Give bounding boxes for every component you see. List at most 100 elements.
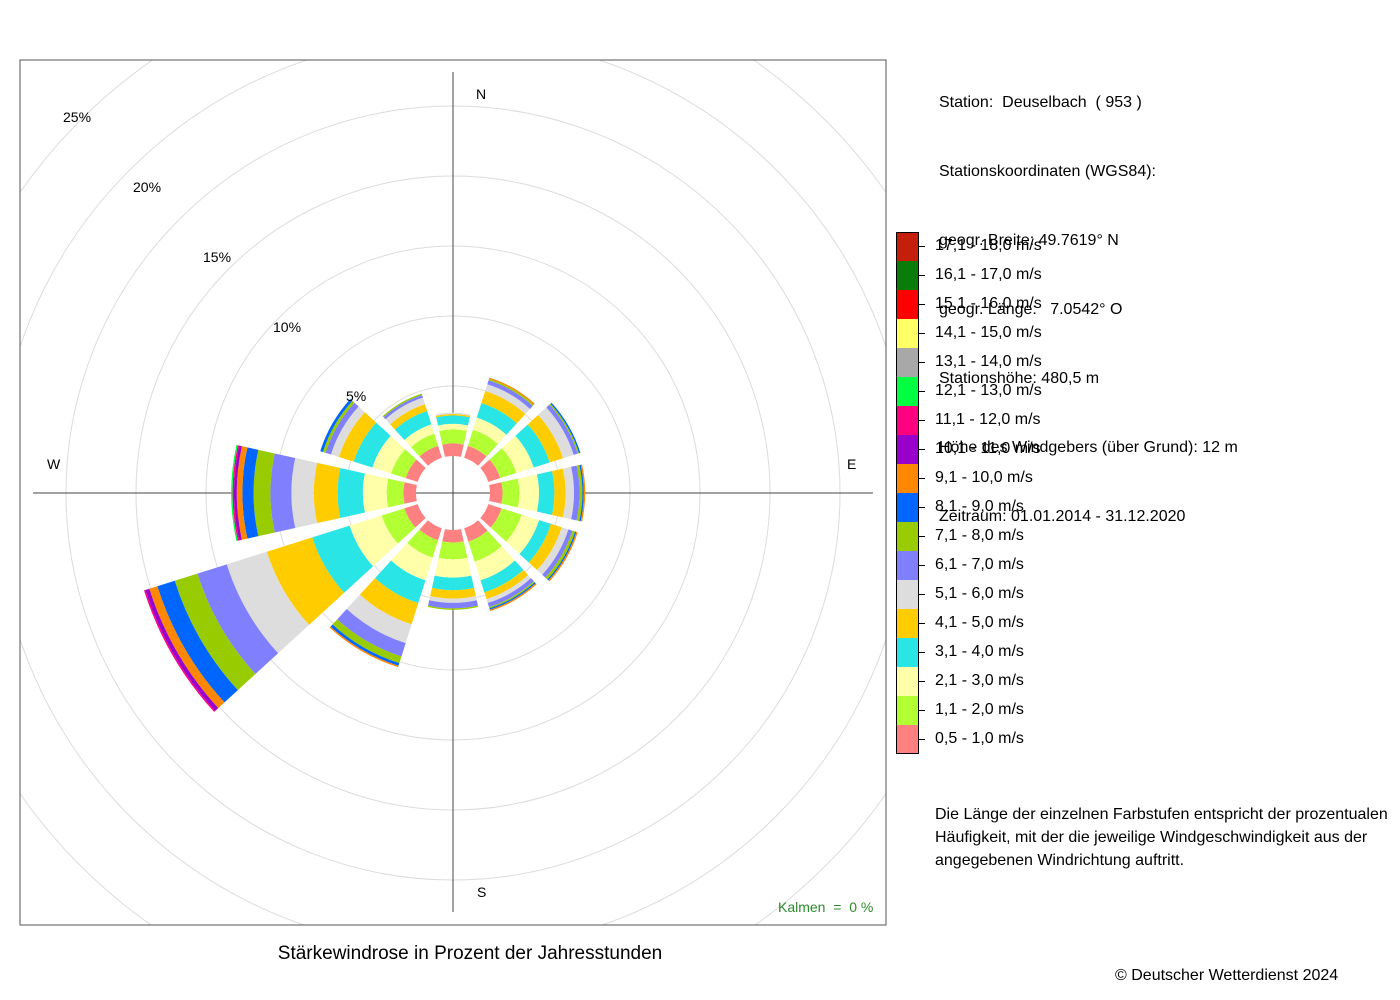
speed-band-1 <box>405 459 426 482</box>
speed-band-10 <box>489 583 537 612</box>
speed-band-4 <box>476 402 517 435</box>
speed-band-8 <box>427 605 479 610</box>
speed-band-2 <box>501 478 520 508</box>
speed-band-7 <box>546 404 578 455</box>
speed-band-10 <box>580 464 586 522</box>
legend-tick <box>919 391 925 392</box>
legend-swatch <box>896 232 919 261</box>
speed-band-9 <box>547 531 577 581</box>
ring-label-5: 5% <box>346 388 367 404</box>
anemometer-height: Höhe des Windgebers (über Grund): 12 m <box>939 439 1238 456</box>
legend-label: 3,1 - 4,0 m/s <box>935 643 1024 660</box>
speed-band-12 <box>232 445 240 541</box>
speed-band-7 <box>487 380 533 409</box>
speed-band-8 <box>174 573 256 691</box>
speed-band-6 <box>537 527 569 575</box>
legend-swatch <box>896 522 919 551</box>
speed-band-2 <box>438 541 468 560</box>
speed-band-1 <box>442 529 464 543</box>
speed-band-9 <box>242 447 259 539</box>
speed-band-13 <box>231 444 238 542</box>
direction-label-south: S <box>477 884 487 900</box>
direction-label-west: W <box>47 456 61 472</box>
speed-band-7 <box>337 609 406 657</box>
legend-label: 9,1 - 10,0 m/s <box>935 469 1033 486</box>
speed-band-4 <box>394 410 432 440</box>
wind-sectors <box>144 377 586 712</box>
ring-label-10: 10% <box>273 319 302 335</box>
legend-swatch <box>896 551 919 580</box>
speed-band-6 <box>291 458 318 528</box>
speed-band-3 <box>517 474 539 512</box>
speed-band-11 <box>233 445 242 541</box>
wind-sector-300 <box>320 398 426 482</box>
speed-band-3 <box>372 435 406 474</box>
legend-tick <box>919 246 925 247</box>
speed-band-2 <box>439 429 467 445</box>
station-coordinates-header: Stationskoordinaten (WGS84): <box>939 163 1156 180</box>
legend-swatch <box>896 696 919 725</box>
legend-swatch <box>896 464 919 493</box>
speed-band-7 <box>542 529 573 578</box>
speed-band-4 <box>353 422 391 468</box>
station-latitude: geogr. Breite: 49.7619° N <box>939 232 1119 249</box>
speed-band-5 <box>528 523 562 571</box>
speed-band-8 <box>576 464 583 522</box>
speed-band-7 <box>383 394 423 420</box>
legend-item: 9,1 - 10,0 m/s <box>896 464 1086 493</box>
wind-sector-60 <box>480 402 581 482</box>
speed-band-1 <box>464 520 488 542</box>
speed-band-10 <box>488 377 535 405</box>
speed-band-1 <box>442 443 464 457</box>
legend-tick <box>919 536 925 537</box>
legend-item: 13,1 - 14,0 m/s <box>896 348 1086 377</box>
legend-item: 8,1 - 9,0 m/s <box>896 493 1086 522</box>
legend-item: 4,1 - 5,0 m/s <box>896 609 1086 638</box>
speed-band-1 <box>464 445 487 466</box>
speed-band-6 <box>435 412 471 416</box>
speed-band-9 <box>579 464 584 522</box>
plot-frame <box>19 59 887 926</box>
speed-band-5 <box>338 412 377 462</box>
speed-band-2 <box>490 508 522 542</box>
speed-band-3 <box>438 423 468 431</box>
legend-swatch <box>896 406 919 435</box>
speed-band-1 <box>403 482 417 504</box>
ring-label-20: 20% <box>133 179 162 195</box>
speed-band-7 <box>487 578 534 608</box>
legend-swatch <box>896 319 919 348</box>
legend-label: 2,1 - 3,0 m/s <box>935 672 1024 689</box>
wind-sector-150 <box>464 520 537 612</box>
speed-band-8 <box>253 449 275 537</box>
station-info: Station: Deuselbach ( 953 ) Stationskoor… <box>939 45 1238 551</box>
speed-band-2 <box>407 529 439 558</box>
speed-band-2 <box>468 530 502 562</box>
legend-item: 12,1 - 13,0 m/s <box>896 377 1086 406</box>
explanation-note: Die Länge der einzelnen Farbstufen entsp… <box>935 806 1388 869</box>
legend-tick <box>919 362 925 363</box>
legend-item: 6,1 - 7,0 m/s <box>896 551 1086 580</box>
legend-item: 10,1 - 11,0 m/s <box>896 435 1086 464</box>
legend-swatch <box>896 638 919 667</box>
legend-label: 16,1 - 17,0 m/s <box>935 266 1042 283</box>
speed-band-7 <box>325 402 359 455</box>
compass-axes <box>33 72 873 912</box>
speed-band-3 <box>349 515 398 567</box>
legend-label: 11,1 - 12,0 m/s <box>935 411 1041 428</box>
legend-label: 7,1 - 8,0 m/s <box>935 527 1024 544</box>
speed-band-4 <box>519 520 552 563</box>
ring-label-25: 25% <box>63 109 92 125</box>
legend-label: 5,1 - 6,0 m/s <box>935 585 1024 602</box>
legend-label: 10,1 - 11,0 m/s <box>935 440 1041 457</box>
speed-band-2 <box>391 449 417 479</box>
speed-band-6 <box>538 407 574 459</box>
speed-band-6 <box>330 406 365 458</box>
legend-item: 16,1 - 17,0 m/s <box>896 261 1086 290</box>
speed-band-5 <box>484 569 529 600</box>
legend-tick <box>919 420 925 421</box>
speed-band-8 <box>382 393 423 418</box>
legend-label: 0,5 - 1,0 m/s <box>935 730 1024 747</box>
legend-item: 0,5 - 1,0 m/s <box>896 725 1086 754</box>
legend-label: 17,1 - 18,0 m/s <box>935 237 1042 254</box>
